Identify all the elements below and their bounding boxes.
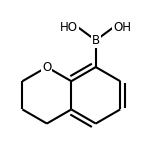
Text: OH: OH	[113, 21, 131, 34]
Text: HO: HO	[60, 21, 78, 34]
Text: B: B	[92, 34, 100, 47]
Text: O: O	[42, 61, 52, 74]
